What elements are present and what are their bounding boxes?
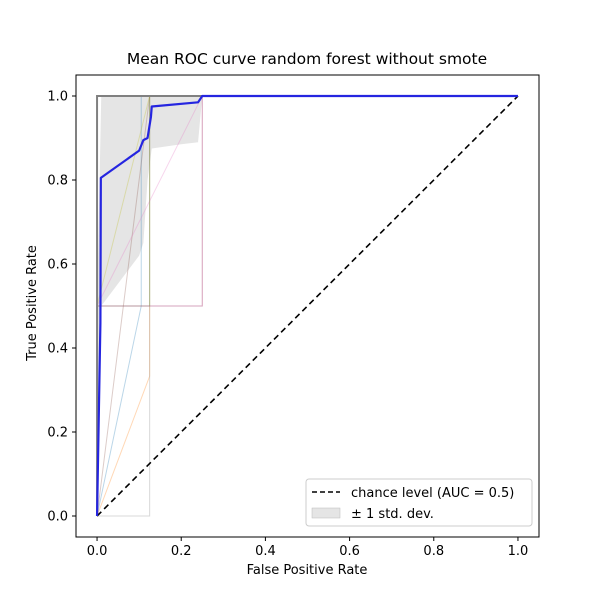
legend-frame xyxy=(305,478,533,527)
chance-level-line xyxy=(96,95,519,517)
x-axis-label: False Positive Rate xyxy=(247,563,368,578)
legend-band-label: ± 1 std. dev. xyxy=(351,507,434,522)
x-tick-label: 0.2 xyxy=(171,544,192,559)
y-tick-label: 1.0 xyxy=(47,90,68,105)
x-tick-label: 0.8 xyxy=(423,544,444,559)
x-tick-label: 0.4 xyxy=(255,544,276,559)
x-tick-label: 0.0 xyxy=(87,544,108,559)
mean-roc-curve xyxy=(95,94,518,517)
std-dev-band xyxy=(97,96,518,516)
legend: chance level (AUC = 0.5) ± 1 std. dev. xyxy=(305,478,533,527)
x-tick-label: 0.6 xyxy=(339,544,360,559)
chart-title: Mean ROC curve random forest without smo… xyxy=(127,50,487,68)
y-tick-label: 0.2 xyxy=(47,426,68,441)
x-tick-label: 1.0 xyxy=(508,544,529,559)
y-tick-label: 0.8 xyxy=(47,174,68,189)
y-tick-label: 0.4 xyxy=(47,342,68,357)
axes-frame xyxy=(75,74,540,538)
axes: 0.0 0.2 0.4 0.6 0.8 1.0 0.0 0.2 0.4 0.6 0.8 1.0 xyxy=(47,74,540,559)
y-tick-label: 0.6 xyxy=(47,258,68,273)
y-tick-label: 0.0 xyxy=(47,510,68,525)
legend-chance-label: chance level (AUC = 0.5) xyxy=(351,486,514,501)
legend-band-swatch xyxy=(311,507,341,519)
plot-area xyxy=(95,94,519,517)
y-axis-label: True Positive Rate xyxy=(25,245,40,362)
